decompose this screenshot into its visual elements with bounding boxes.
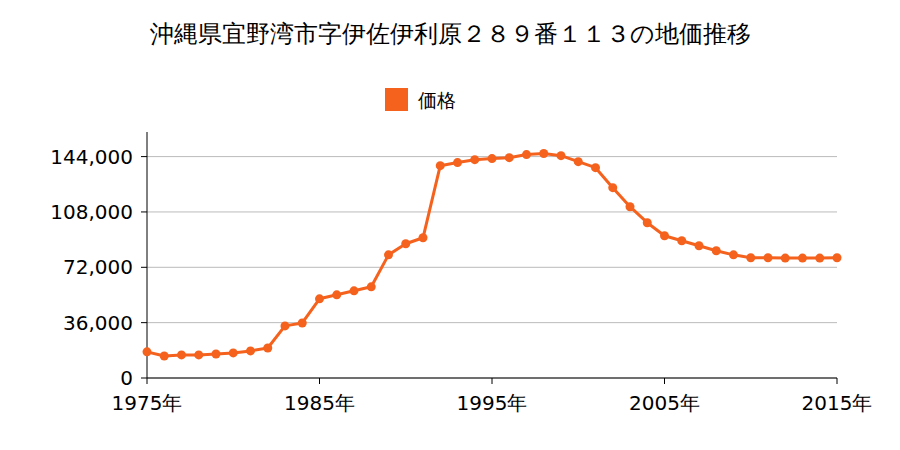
point <box>643 218 652 227</box>
x-tick <box>319 378 320 384</box>
point <box>626 202 635 211</box>
point <box>505 153 514 162</box>
point <box>384 250 393 259</box>
point <box>281 321 290 330</box>
y-tick-label: 72,000 <box>63 255 133 279</box>
point <box>212 350 221 359</box>
point <box>729 250 738 259</box>
x-tick <box>492 378 493 384</box>
point <box>229 348 238 357</box>
point <box>781 254 790 263</box>
point <box>332 290 341 299</box>
y-tick <box>141 267 147 268</box>
point <box>522 150 531 159</box>
x-tick-label: 1985年 <box>284 391 355 415</box>
grid-line <box>147 211 837 212</box>
point <box>298 318 307 327</box>
y-tick-label: 36,000 <box>63 311 133 335</box>
point <box>263 344 272 353</box>
grid-line <box>147 267 837 268</box>
point <box>350 286 359 295</box>
point <box>367 282 376 291</box>
point <box>608 183 617 192</box>
x-tick <box>664 378 665 384</box>
y-tick <box>141 211 147 212</box>
y-tick-label: 144,000 <box>50 145 133 169</box>
point <box>315 294 324 303</box>
y-axis <box>147 132 148 378</box>
x-tick-label: 2005年 <box>629 391 700 415</box>
y-tick-label: 0 <box>120 366 133 390</box>
point <box>712 246 721 255</box>
legend-swatch <box>385 88 408 111</box>
x-tick <box>147 378 148 384</box>
point <box>574 157 583 166</box>
grid-line <box>147 322 837 323</box>
point <box>695 241 704 250</box>
x-tick <box>837 378 838 384</box>
x-tick-label: 1995年 <box>457 391 528 415</box>
point <box>246 346 255 355</box>
point <box>677 236 686 245</box>
point <box>401 239 410 248</box>
point <box>764 253 773 262</box>
point <box>539 149 548 158</box>
point <box>436 161 445 170</box>
series-line <box>147 154 837 356</box>
point <box>660 231 669 240</box>
point <box>194 350 203 359</box>
point <box>470 155 479 164</box>
x-tick-label: 1975年 <box>112 391 183 415</box>
y-tick <box>141 156 147 157</box>
point <box>177 350 186 359</box>
plot-area <box>143 149 842 360</box>
point <box>833 253 842 262</box>
point <box>557 151 566 160</box>
point <box>798 254 807 263</box>
point <box>815 254 824 263</box>
point <box>746 253 755 262</box>
point <box>453 158 462 167</box>
point <box>160 352 169 361</box>
point <box>591 163 600 172</box>
y-tick <box>141 322 147 323</box>
y-tick-label: 108,000 <box>50 200 133 224</box>
y-tick <box>141 378 147 379</box>
legend: 価格 <box>385 88 456 111</box>
chart: 沖縄県宜野湾市字伊佐伊利原２８９番１１３の地価推移 0 36,000 72,000 10… <box>0 0 900 450</box>
legend-label: 価格 <box>418 89 456 111</box>
point <box>419 233 428 242</box>
point <box>488 154 497 163</box>
x-tick-label: 2015年 <box>802 391 873 415</box>
title: 沖縄県宜野湾市字伊佐伊利原２８９番１１３の地価推移 <box>150 20 751 48</box>
point <box>143 347 152 356</box>
